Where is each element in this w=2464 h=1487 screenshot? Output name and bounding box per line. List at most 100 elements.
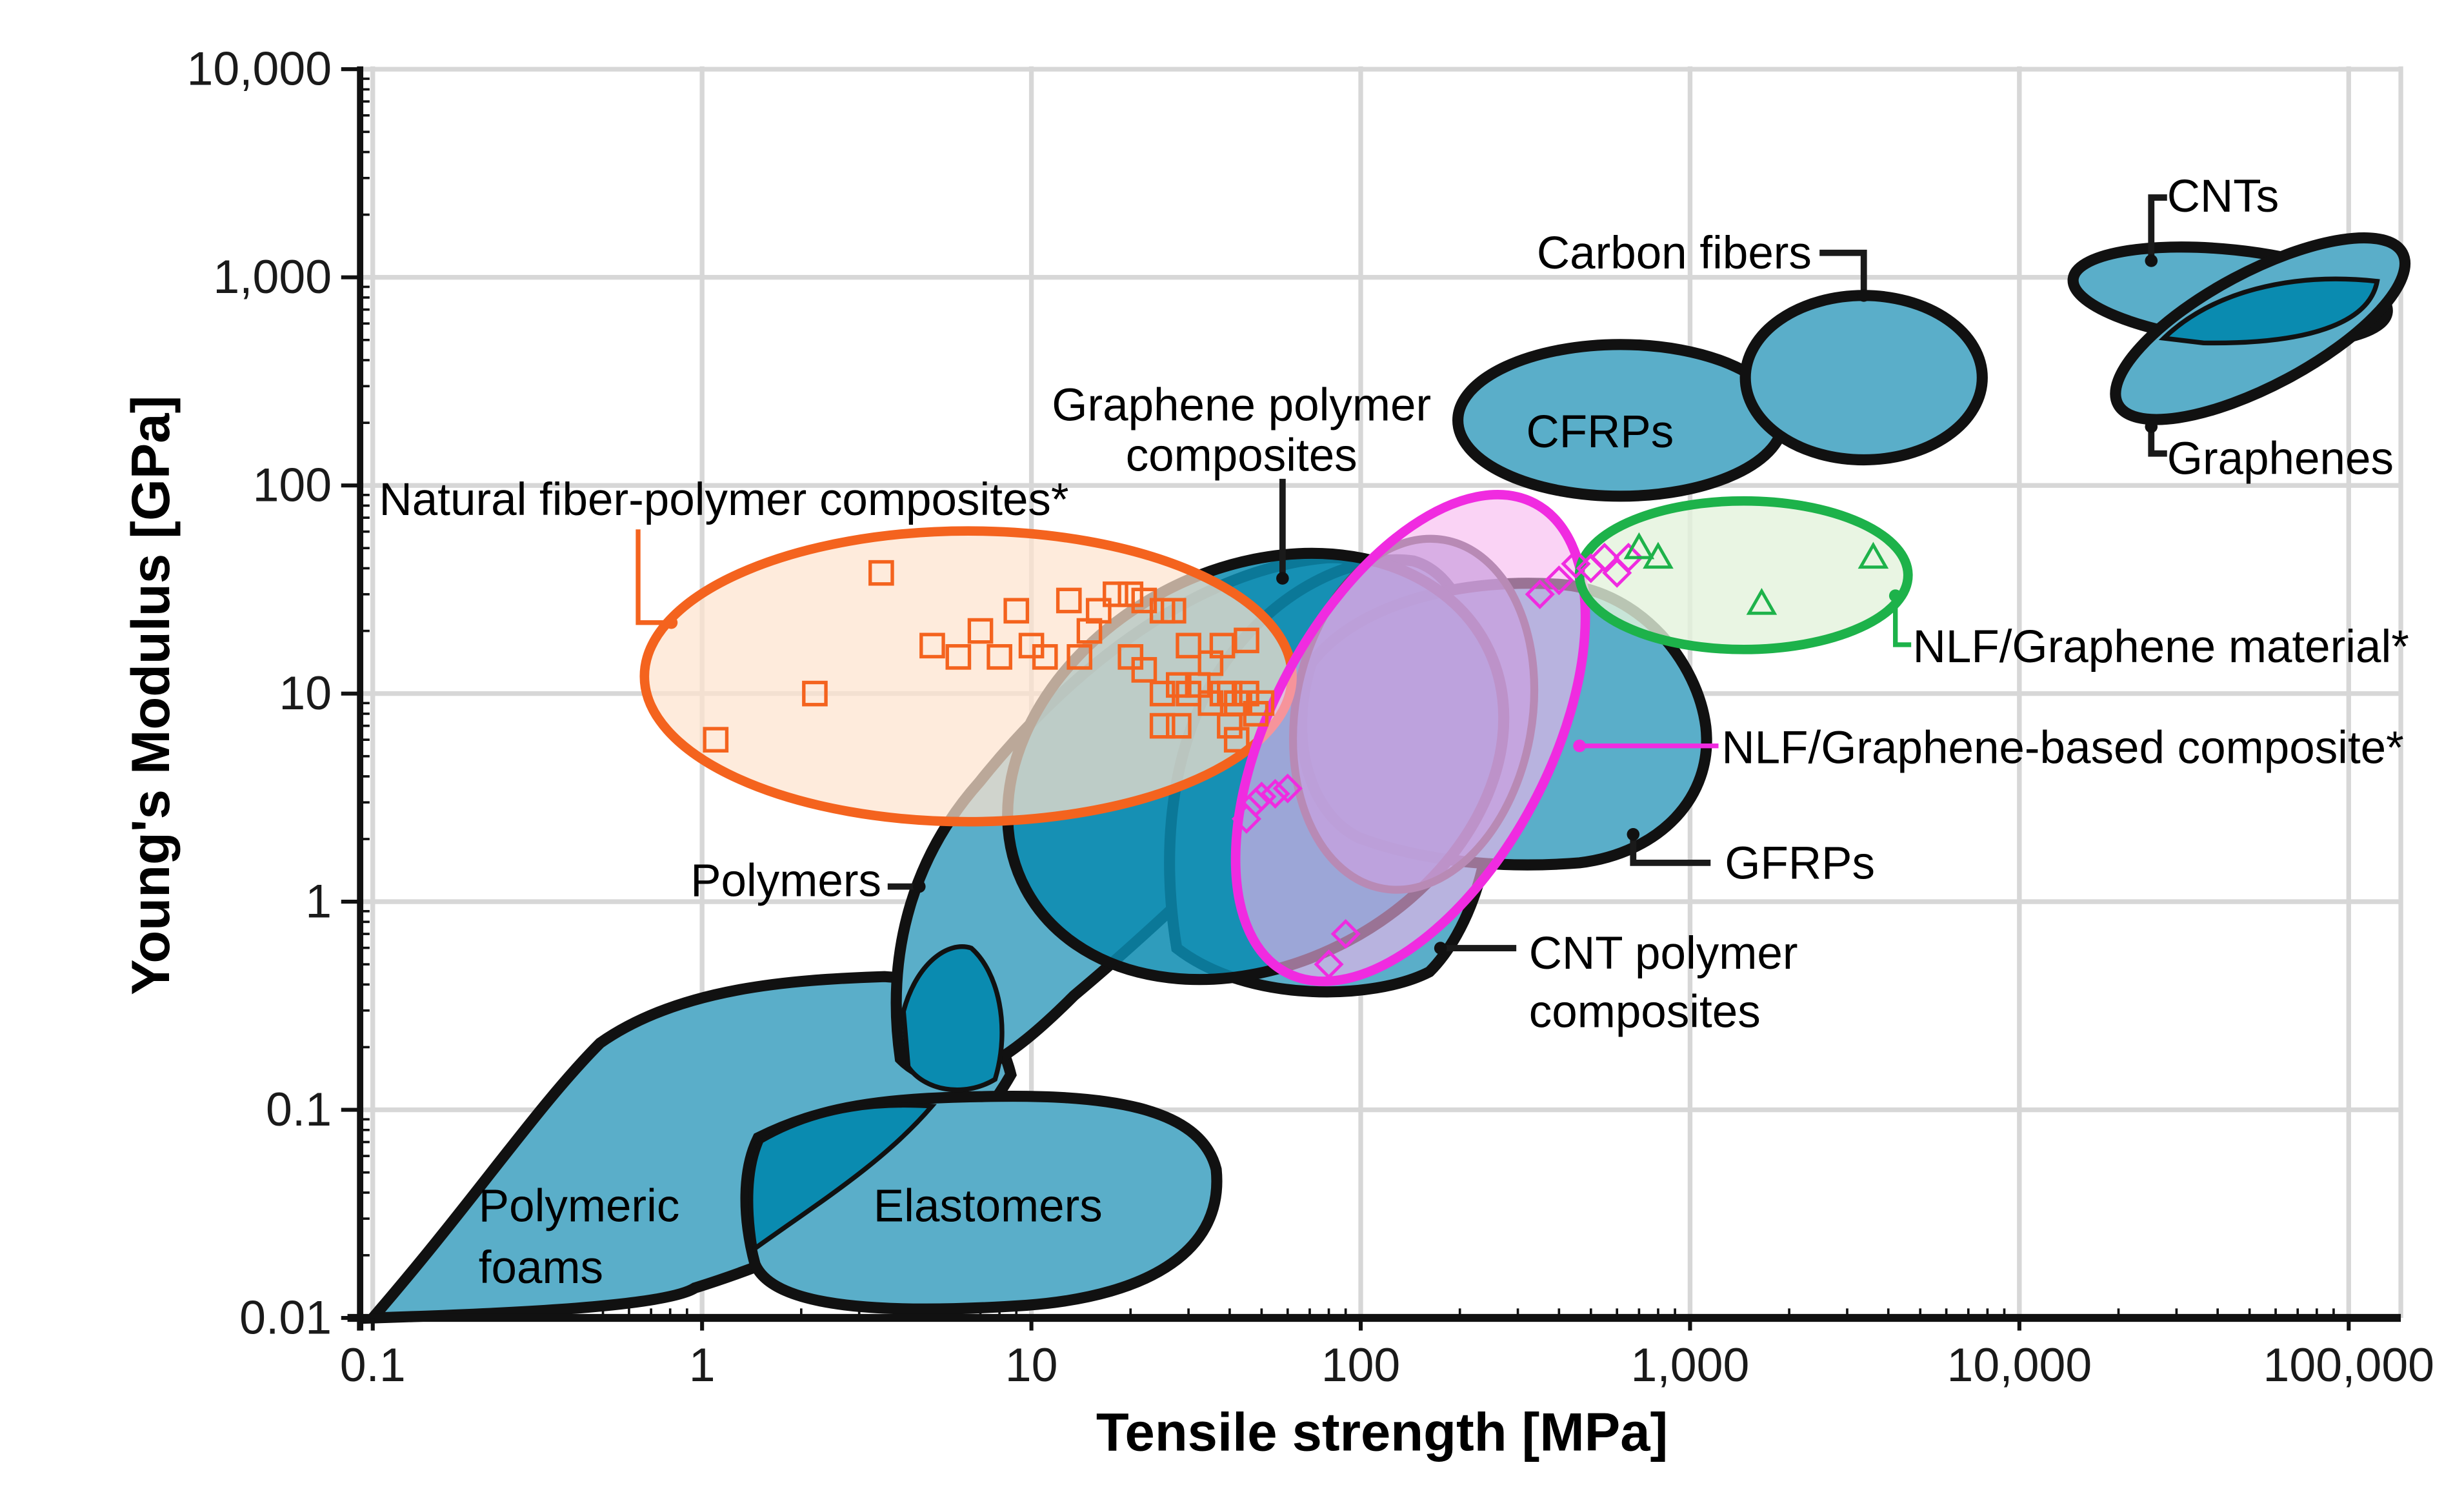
data-point-natural-fiber xyxy=(987,644,1012,670)
data-point-nlf-graphene-composite xyxy=(1241,787,1271,818)
label-graphenes: Graphenes xyxy=(2167,434,2394,485)
label-cnts: CNTs xyxy=(2167,171,2279,222)
overlap-cnts-graphenes xyxy=(2158,276,2380,346)
label-cnt-polymer-1: CNT polymer xyxy=(1529,928,1798,979)
callout-dot-cnts xyxy=(2145,254,2158,267)
callout-dot-nlf-graphene-material xyxy=(1888,589,1902,602)
data-point-natural-fiber xyxy=(1209,632,1236,659)
label-graphene-polymer-2: composites xyxy=(1126,430,1357,481)
data-point-nlf-graphene-composite xyxy=(1613,542,1643,573)
data-point-natural-fiber xyxy=(1223,727,1250,753)
label-polymers: Polymers xyxy=(690,855,881,906)
data-point-natural-fiber xyxy=(1003,598,1030,624)
data-point-nlf-graphene-composite xyxy=(1544,565,1574,596)
data-point-natural-fiber xyxy=(1076,618,1103,644)
label-cnt-polymer-2: composites xyxy=(1529,986,1761,1037)
callout-natural-fiber xyxy=(636,529,672,625)
data-point-natural-fiber xyxy=(1085,598,1112,624)
data-point-natural-fiber xyxy=(1166,713,1192,739)
data-point-nlf-graphene-material xyxy=(1643,541,1674,569)
x-tick-label: 0.1 xyxy=(340,1339,406,1391)
callout-cnts xyxy=(2148,194,2167,261)
envelope-natural-fiber xyxy=(639,526,1297,827)
overlap-foams-polymers xyxy=(901,944,1005,1093)
envelope-nlf-graphene-material xyxy=(1574,496,1913,654)
label-natural-fiber: Natural fiber-polymer composites* xyxy=(379,474,1069,525)
callout-dot-cnt-polymer xyxy=(1434,942,1447,955)
data-point-natural-fiber xyxy=(868,560,894,586)
callout-nlf-graphene-material xyxy=(1893,596,1912,647)
data-point-natural-fiber xyxy=(802,680,828,707)
x-tick-label: 100 xyxy=(1321,1339,1401,1391)
callouts xyxy=(636,194,2167,955)
data-point-nlf-graphene-composite xyxy=(1330,918,1361,949)
label-nlf-graphene-material: NLF/Graphene material* xyxy=(1913,622,2409,673)
data-point-natural-fiber xyxy=(1176,632,1201,659)
data-point-natural-fiber xyxy=(1149,680,1176,707)
data-point-natural-fiber xyxy=(1056,587,1082,614)
data-point-natural-fiber xyxy=(1234,627,1259,654)
callout-graphenes xyxy=(2148,427,2167,457)
y-tick-label: 1,000 xyxy=(213,250,332,303)
data-point-natural-fiber xyxy=(1103,581,1128,607)
x-tick-label: 1,000 xyxy=(1631,1339,1750,1391)
x-tick-label: 10,000 xyxy=(1947,1339,2092,1391)
x-tick-label: 10 xyxy=(1005,1339,1058,1391)
data-point-natural-fiber xyxy=(1149,713,1176,739)
data-point-nlf-graphene-composite xyxy=(1272,773,1303,804)
y-tick-labels: 0.01 0.1 1 10 100 1,000 10,000 xyxy=(186,43,361,1344)
data-point-nlf-graphene-material xyxy=(1858,541,1889,569)
x-axis-title: Tensile strength [MPa] xyxy=(1096,1402,1668,1462)
data-point-natural-fiber xyxy=(1117,644,1144,670)
data-point-nlf-graphene-composite xyxy=(1247,782,1277,812)
label-elastomers: Elastomers xyxy=(874,1181,1103,1232)
callout-dot-graphenes xyxy=(2145,420,2158,433)
callout-dot-polymers xyxy=(912,880,926,893)
callout-dot-graphene-polymer xyxy=(1276,572,1289,585)
y-axis-title: Young's Modulus [GPa] xyxy=(121,396,181,995)
y-tick-label: 1 xyxy=(305,875,332,928)
data-point-nlf-graphene-material xyxy=(1746,588,1778,615)
x-tick-labels: 0.1 1 10 100 1,000 10,000 100,000 xyxy=(340,1318,2434,1391)
label-polymeric-foams-1: Polymeric xyxy=(479,1181,680,1232)
data-point-nlf-graphene-composite xyxy=(1260,778,1290,809)
callout-dot-natural-fiber xyxy=(665,616,678,629)
label-nlf-graphene-composite: NLF/Graphene-based composite* xyxy=(1721,723,2403,774)
y-tick-label: 0.01 xyxy=(239,1291,332,1344)
callout-dot-nlf-graphene-composite xyxy=(1573,739,1586,753)
data-point-natural-fiber xyxy=(919,632,945,659)
data-points xyxy=(703,532,1889,980)
y-tick-label: 10,000 xyxy=(186,43,332,96)
label-graphene-polymer-1: Graphene polymer xyxy=(1052,379,1431,430)
callout-dot-gfrps xyxy=(1627,827,1640,841)
data-point-natural-fiber xyxy=(703,727,729,753)
y-tick-label: 100 xyxy=(253,459,332,512)
data-point-natural-fiber xyxy=(1248,690,1275,716)
label-polymeric-foams-2: foams xyxy=(479,1242,603,1293)
data-point-natural-fiber xyxy=(967,618,994,644)
region-carbon-fibers xyxy=(1739,290,1988,466)
data-point-nlf-graphene-composite xyxy=(1314,949,1344,980)
data-point-natural-fiber xyxy=(1131,657,1157,683)
x-tick-label: 1 xyxy=(689,1339,716,1391)
callout-dot-carbon-fibers xyxy=(1857,289,1870,302)
callout-carbon-fibers xyxy=(1819,249,1867,296)
data-point-natural-fiber xyxy=(1032,644,1058,670)
data-point-natural-fiber xyxy=(1067,644,1093,670)
label-carbon-fibers: Carbon fibers xyxy=(1537,228,1812,279)
y-tick-label: 0.1 xyxy=(266,1083,332,1136)
data-point-natural-fiber xyxy=(1217,713,1243,739)
data-point-nlf-graphene-composite xyxy=(1525,579,1555,609)
data-point-natural-fiber xyxy=(945,644,972,670)
data-point-nlf-graphene-composite xyxy=(1561,549,1591,579)
overlap-foams-elastomers xyxy=(748,1102,937,1253)
annotations: Natural fiber-polymer composites* Graphe… xyxy=(379,171,2409,1293)
callout-gfrps xyxy=(1630,834,1711,866)
x-tick-label: 100,000 xyxy=(2263,1339,2434,1391)
y-tick-label: 10 xyxy=(279,667,332,720)
data-point-natural-fiber xyxy=(1117,581,1144,607)
label-cfrps: CFRPs xyxy=(1527,407,1674,458)
label-gfrps: GFRPs xyxy=(1725,838,1875,889)
data-point-natural-fiber xyxy=(1160,598,1187,624)
